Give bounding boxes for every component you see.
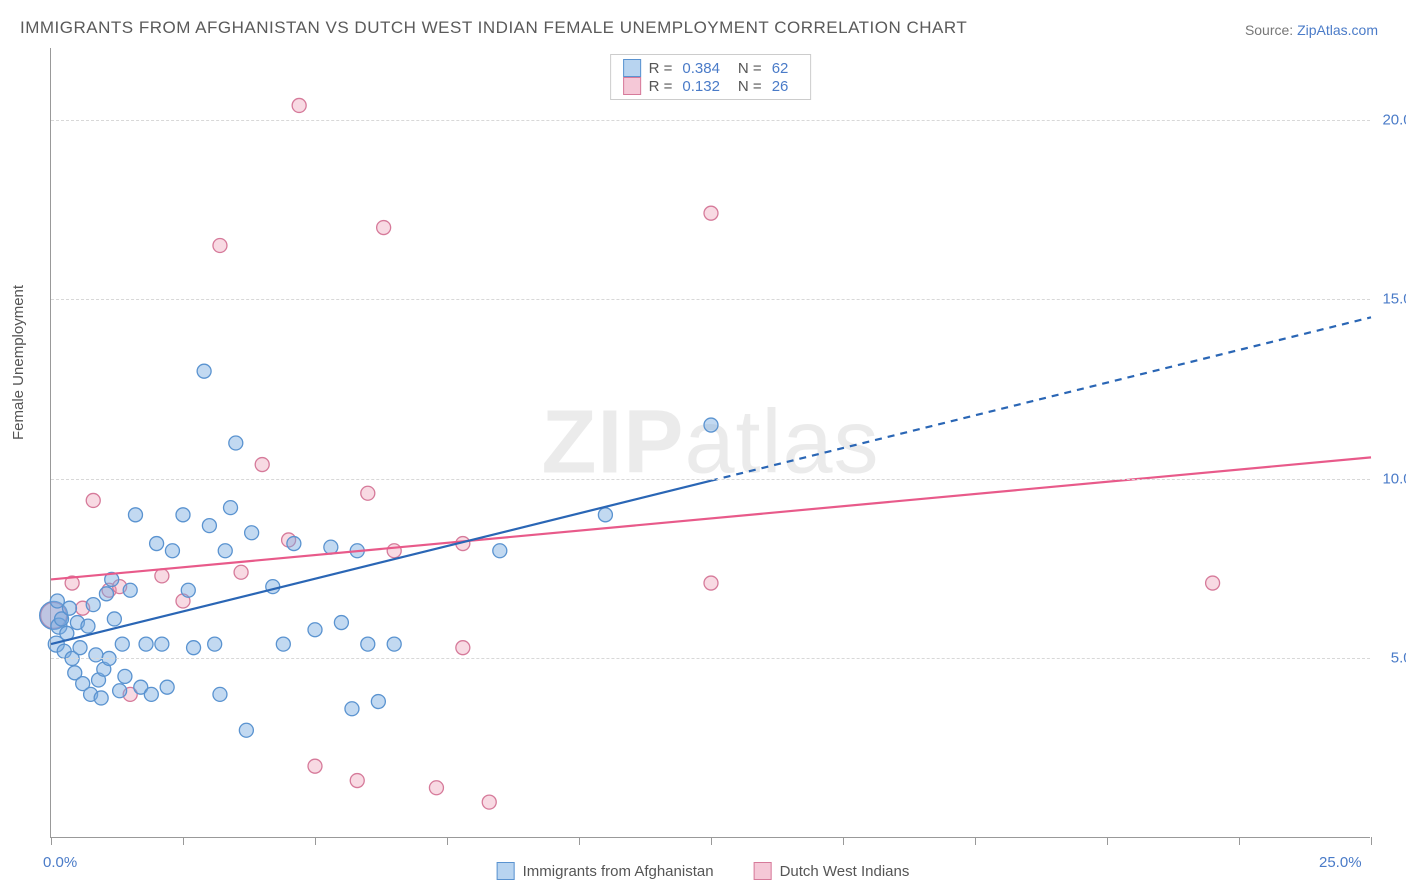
scatter-point-blue — [165, 544, 179, 558]
scatter-point-blue — [181, 583, 195, 597]
scatter-point-blue — [118, 669, 132, 683]
scatter-point-blue — [155, 637, 169, 651]
scatter-point-blue — [387, 637, 401, 651]
scatter-point-blue — [208, 637, 222, 651]
scatter-point-blue — [128, 508, 142, 522]
x-tick — [183, 837, 184, 845]
scatter-point-blue — [218, 544, 232, 558]
regression-line-blue-dashed — [711, 317, 1371, 480]
scatter-point-blue — [224, 501, 238, 515]
scatter-point-pink — [429, 781, 443, 795]
x-tick-label: 25.0% — [1319, 854, 1362, 871]
scatter-point-pink — [387, 544, 401, 558]
legend-label-pink: Dutch West Indians — [780, 863, 910, 880]
x-tick — [1239, 837, 1240, 845]
legend-item-pink: Dutch West Indians — [754, 862, 910, 880]
x-tick — [579, 837, 580, 845]
scatter-point-pink — [377, 221, 391, 235]
scatter-point-blue — [187, 641, 201, 655]
source-attribution: Source: ZipAtlas.com — [1245, 22, 1378, 38]
scatter-point-pink — [86, 493, 100, 507]
scatter-point-blue — [123, 583, 137, 597]
gridline — [51, 299, 1370, 300]
scatter-point-blue — [113, 684, 127, 698]
scatter-point-blue — [493, 544, 507, 558]
scatter-point-blue — [176, 508, 190, 522]
swatch-blue-icon — [497, 862, 515, 880]
scatter-point-blue — [115, 637, 129, 651]
scatter-point-pink — [456, 641, 470, 655]
scatter-point-pink — [292, 98, 306, 112]
scatter-point-blue — [89, 648, 103, 662]
scatter-point-pink — [213, 239, 227, 253]
scatter-point-blue — [361, 637, 375, 651]
scatter-point-blue — [276, 637, 290, 651]
scatter-point-blue — [245, 526, 259, 540]
x-tick — [1371, 837, 1372, 845]
x-tick — [447, 837, 448, 845]
scatter-point-blue — [50, 594, 64, 608]
scatter-point-pink — [308, 759, 322, 773]
regression-line-pink — [51, 457, 1371, 579]
scatter-point-pink — [350, 774, 364, 788]
scatter-point-blue — [287, 537, 301, 551]
y-tick-label: 10.0% — [1382, 470, 1406, 487]
gridline — [51, 120, 1370, 121]
scatter-point-blue — [197, 364, 211, 378]
scatter-point-pink — [155, 569, 169, 583]
x-tick — [315, 837, 316, 845]
chart-svg — [51, 48, 1370, 837]
scatter-point-blue — [150, 537, 164, 551]
scatter-point-pink — [361, 486, 375, 500]
scatter-point-blue — [345, 702, 359, 716]
scatter-point-blue — [704, 418, 718, 432]
scatter-point-blue — [229, 436, 243, 450]
regression-line-blue — [51, 481, 711, 644]
scatter-point-blue — [202, 519, 216, 533]
scatter-point-blue — [160, 680, 174, 694]
source-label: Source: — [1245, 22, 1297, 38]
y-axis-label: Female Unemployment — [10, 285, 27, 440]
x-tick — [843, 837, 844, 845]
scatter-point-blue — [371, 695, 385, 709]
scatter-point-blue — [86, 598, 100, 612]
chart-title: IMMIGRANTS FROM AFGHANISTAN VS DUTCH WES… — [20, 18, 967, 38]
gridline — [51, 658, 1370, 659]
x-tick — [975, 837, 976, 845]
legend-series: Immigrants from Afghanistan Dutch West I… — [497, 862, 910, 880]
scatter-point-blue — [81, 619, 95, 633]
scatter-point-blue — [144, 687, 158, 701]
scatter-point-blue — [99, 587, 113, 601]
y-tick-label: 5.0% — [1391, 650, 1406, 667]
scatter-point-blue — [73, 641, 87, 655]
scatter-point-blue — [239, 723, 253, 737]
gridline — [51, 479, 1370, 480]
x-tick-label: 0.0% — [43, 854, 77, 871]
x-tick — [51, 837, 52, 845]
y-tick-label: 15.0% — [1382, 291, 1406, 308]
scatter-point-pink — [704, 206, 718, 220]
legend-item-blue: Immigrants from Afghanistan — [497, 862, 714, 880]
scatter-point-pink — [482, 795, 496, 809]
y-tick-label: 20.0% — [1382, 111, 1406, 128]
scatter-point-pink — [1206, 576, 1220, 590]
scatter-point-pink — [255, 458, 269, 472]
x-tick — [1107, 837, 1108, 845]
legend-label-blue: Immigrants from Afghanistan — [523, 863, 714, 880]
scatter-point-pink — [234, 565, 248, 579]
plot-area: ZIPatlas R = 0.384 N = 62 R = 0.132 N = … — [50, 48, 1370, 838]
scatter-point-blue — [213, 687, 227, 701]
scatter-point-blue — [107, 612, 121, 626]
scatter-point-blue — [139, 637, 153, 651]
source-link[interactable]: ZipAtlas.com — [1297, 22, 1378, 38]
x-tick — [711, 837, 712, 845]
scatter-point-blue — [598, 508, 612, 522]
swatch-pink-icon — [754, 862, 772, 880]
scatter-point-blue — [94, 691, 108, 705]
scatter-point-blue — [334, 616, 348, 630]
scatter-point-pink — [704, 576, 718, 590]
scatter-point-blue — [308, 623, 322, 637]
